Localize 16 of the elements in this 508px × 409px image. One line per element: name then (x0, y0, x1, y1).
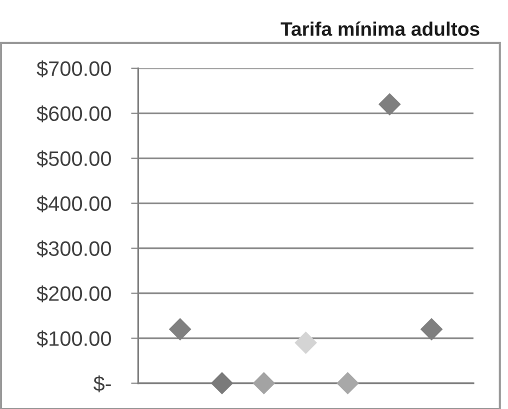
y-tick-label: $400.00 (36, 195, 111, 212)
point (378, 93, 401, 116)
y-tick-label: $300.00 (36, 240, 111, 258)
chart-title: Tarifa mínima adultos (280, 21, 480, 36)
point (420, 318, 443, 340)
y-tick-label: $500.00 (36, 150, 111, 168)
y-tick-label: $600.00 (36, 105, 111, 122)
y-tick-label: $700.00 (36, 60, 111, 78)
point (294, 332, 318, 354)
y-tick-label: $- (93, 375, 111, 392)
y-tick-label: $100.00 (36, 330, 111, 348)
point (252, 372, 276, 394)
point (210, 372, 234, 394)
point (336, 372, 359, 394)
y-tick-label: $200.00 (36, 285, 111, 302)
point (168, 318, 192, 340)
